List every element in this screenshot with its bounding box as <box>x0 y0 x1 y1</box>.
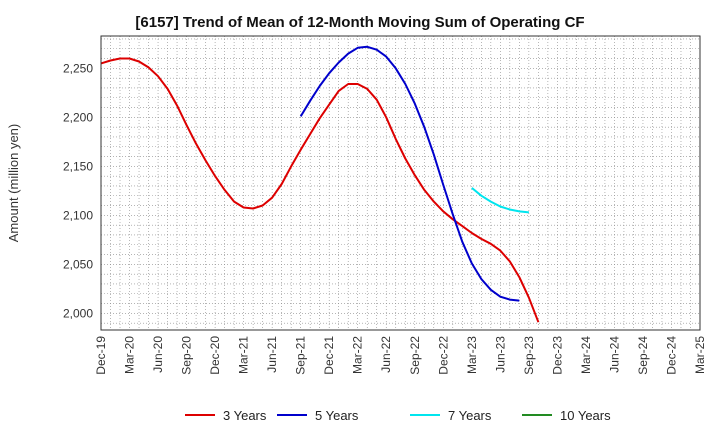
legend-item: 5 Years <box>277 408 359 423</box>
y-tick-label: 2,100 <box>63 208 93 222</box>
x-axis: Dec-19 Mar-20 Jun-20 Sep-20 Dec-20 Mar-21 Jun-… <box>94 336 707 375</box>
series-line-3-years <box>100 57 540 323</box>
x-tick-label: Jun-22 <box>379 336 393 373</box>
chart-title: [6157] Trend of Mean of 12-Month Moving … <box>135 14 585 31</box>
x-tick-label: Sep-20 <box>180 336 194 375</box>
x-tick-label: Dec-20 <box>208 336 222 375</box>
y-tick-label: 2,200 <box>63 110 93 124</box>
x-tick-label: Jun-24 <box>607 336 621 373</box>
x-tick-label: Dec-22 <box>436 336 450 375</box>
x-tick-label: Mar-25 <box>693 336 707 374</box>
x-tick-label: Dec-23 <box>550 336 564 375</box>
legend-item: 7 Years <box>410 408 492 423</box>
x-tick-label: Sep-21 <box>294 336 308 375</box>
legend-label: 3 Years <box>223 408 267 423</box>
series-line-5-years <box>299 45 520 302</box>
x-tick-label: Mar-21 <box>237 336 251 374</box>
x-tick-label: Jun-20 <box>151 336 165 373</box>
x-tick-label: Dec-24 <box>664 336 678 375</box>
x-tick-label: Mar-22 <box>351 336 365 374</box>
x-tick-label: Sep-24 <box>636 336 650 375</box>
x-tick-label: Mar-20 <box>123 336 137 374</box>
x-tick-label: Jun-21 <box>265 336 279 373</box>
legend: 3 Years 5 Years 7 Years 10 Years <box>185 408 611 423</box>
series-layer <box>100 45 540 323</box>
x-tick-label: Jun-23 <box>493 336 507 373</box>
series-line-7-years <box>471 187 530 214</box>
grid <box>101 36 700 330</box>
plot-frame <box>100 35 701 331</box>
y-tick-label: 2,150 <box>63 159 93 173</box>
y-tick-label: 2,250 <box>63 61 93 75</box>
legend-item: 10 Years <box>522 408 611 423</box>
x-tick-label: Mar-23 <box>465 336 479 374</box>
x-tick-label: Sep-22 <box>408 336 422 375</box>
legend-label: 10 Years <box>560 408 611 423</box>
x-tick-label: Dec-21 <box>322 336 336 375</box>
legend-label: 7 Years <box>448 408 492 423</box>
y-tick-label: 2,000 <box>63 306 93 320</box>
legend-label: 5 Years <box>315 408 359 423</box>
y-axis: 2,000 2,050 2,100 2,150 2,200 2,250 <box>63 61 93 320</box>
x-tick-label: Sep-23 <box>522 336 536 375</box>
y-axis-label: Amount (million yen) <box>6 124 21 243</box>
x-tick-label: Mar-24 <box>579 336 593 374</box>
y-tick-label: 2,050 <box>63 257 93 271</box>
x-tick-label: Dec-19 <box>94 336 108 375</box>
legend-item: 3 Years <box>185 408 267 423</box>
